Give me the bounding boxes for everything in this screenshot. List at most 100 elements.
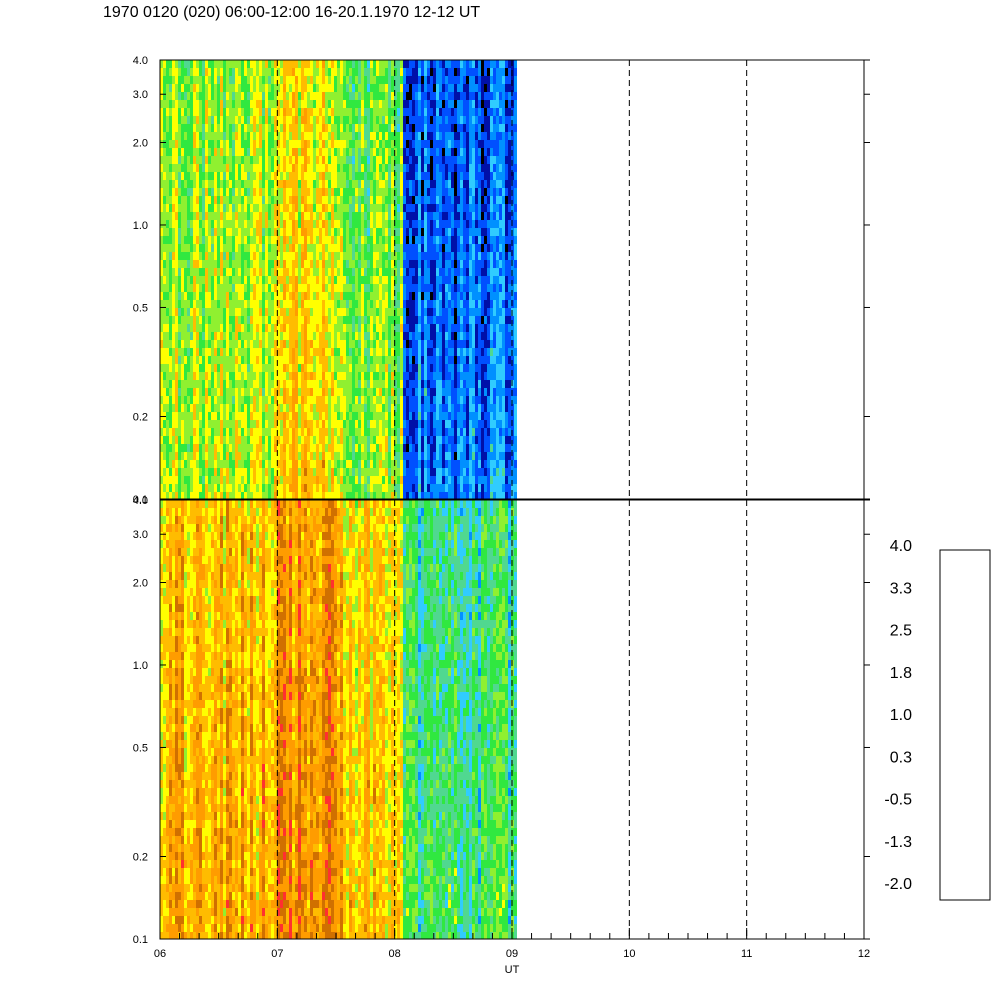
heatmap-cell <box>322 84 325 92</box>
heatmap-cell <box>229 172 232 180</box>
heatmap-cell <box>334 444 337 452</box>
heatmap-cell <box>238 244 241 252</box>
heatmap-cell <box>235 276 238 284</box>
heatmap-cell <box>352 356 355 364</box>
heatmap-cell <box>379 76 382 84</box>
heatmap-cell <box>421 228 424 236</box>
heatmap-cell <box>382 132 385 140</box>
heatmap-cell <box>388 92 391 100</box>
heatmap-cell <box>430 348 433 356</box>
heatmap-cell <box>340 244 343 252</box>
heatmap-cell <box>337 332 340 340</box>
heatmap-cell <box>238 252 241 260</box>
heatmap-cell <box>412 228 415 236</box>
heatmap-cell <box>250 372 253 380</box>
heatmap-cell <box>385 492 388 499</box>
heatmap-cell <box>277 188 280 196</box>
heatmap-cell <box>337 164 340 172</box>
heatmap-cell <box>292 188 295 196</box>
heatmap-cell <box>319 84 322 92</box>
heatmap-cell <box>181 188 184 196</box>
heatmap-cell <box>244 460 247 468</box>
heatmap-cell <box>274 452 277 460</box>
heatmap-cell <box>373 356 376 364</box>
heatmap-cell <box>367 404 370 412</box>
heatmap-cell <box>172 412 175 420</box>
heatmap-cell <box>364 420 367 428</box>
heatmap-cell <box>232 292 235 300</box>
heatmap-cell <box>163 124 166 132</box>
heatmap-cell <box>349 244 352 252</box>
heatmap-cell <box>298 236 301 244</box>
heatmap-cell <box>325 268 328 276</box>
heatmap-cell <box>220 68 223 76</box>
heatmap-cell <box>280 300 283 308</box>
heatmap-cell <box>340 444 343 452</box>
heatmap-cell <box>169 444 172 452</box>
heatmap-cell <box>361 244 364 252</box>
heatmap-cell <box>301 444 304 452</box>
heatmap-cell <box>358 84 361 92</box>
heatmap-cell <box>178 492 181 499</box>
heatmap-cell <box>286 428 289 436</box>
heatmap-cell <box>241 340 244 348</box>
heatmap-cell <box>172 484 175 492</box>
heatmap-cell <box>277 132 280 140</box>
heatmap-cell <box>313 220 316 228</box>
heatmap-cell <box>217 268 220 276</box>
heatmap-cell <box>226 468 229 476</box>
heatmap-cell <box>352 164 355 172</box>
heatmap-cell <box>325 428 328 436</box>
heatmap-cell <box>292 212 295 220</box>
heatmap-cell <box>202 124 205 132</box>
heatmap-cell <box>265 476 268 484</box>
heatmap-cell <box>199 220 202 228</box>
heatmap-cell <box>196 252 199 260</box>
heatmap-cell <box>214 180 217 188</box>
heatmap-cell <box>388 452 391 460</box>
heatmap-cell <box>259 92 262 100</box>
heatmap-cell <box>319 444 322 452</box>
heatmap-cell <box>328 340 331 348</box>
heatmap-cell <box>406 124 409 132</box>
heatmap-cell <box>403 228 406 236</box>
heatmap-cell <box>310 388 313 396</box>
heatmap-cell <box>232 188 235 196</box>
heatmap-cell <box>376 308 379 316</box>
heatmap-cell <box>397 460 400 468</box>
heatmap-cell <box>298 468 301 476</box>
heatmap-cell <box>274 380 277 388</box>
heatmap-cell <box>406 196 409 204</box>
heatmap-cell <box>400 276 403 284</box>
heatmap-cell <box>316 180 319 188</box>
heatmap-cell <box>379 476 382 484</box>
heatmap-cell <box>328 452 331 460</box>
heatmap-cell <box>202 444 205 452</box>
heatmap-cell <box>217 420 220 428</box>
heatmap-cell <box>391 76 394 84</box>
heatmap-cell <box>376 236 379 244</box>
heatmap-cell <box>346 412 349 420</box>
heatmap-cell <box>178 268 181 276</box>
heatmap-cell <box>295 132 298 140</box>
heatmap-cell <box>211 196 214 204</box>
heatmap-cell <box>214 68 217 76</box>
heatmap-cell <box>397 76 400 84</box>
heatmap-cell <box>169 292 172 300</box>
heatmap-cell <box>394 444 397 452</box>
heatmap-cell <box>322 204 325 212</box>
heatmap-cell <box>379 396 382 404</box>
heatmap-cell <box>316 348 319 356</box>
heatmap-cell <box>295 380 298 388</box>
heatmap-cell <box>256 100 259 108</box>
heatmap-cell <box>388 436 391 444</box>
heatmap-cell <box>430 356 433 364</box>
heatmap-cell <box>376 244 379 252</box>
heatmap-cell <box>388 84 391 92</box>
heatmap-cell <box>262 428 265 436</box>
heatmap-cell <box>391 164 394 172</box>
heatmap-cell <box>403 196 406 204</box>
heatmap-cell <box>304 76 307 84</box>
heatmap-cell <box>355 228 358 236</box>
heatmap-cell <box>316 228 319 236</box>
